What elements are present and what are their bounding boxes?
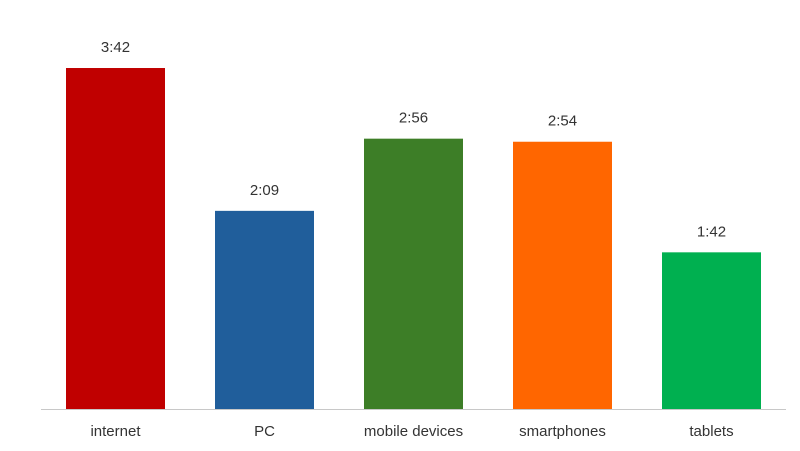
value-label: 3:42 [101, 39, 130, 56]
x-tick-label: PC [254, 423, 275, 440]
x-tick-label: smartphones [519, 423, 606, 440]
value-label: 2:56 [399, 110, 428, 127]
value-label: 2:09 [250, 182, 279, 199]
x-tick-label: tablets [689, 423, 733, 440]
bar [66, 68, 165, 410]
value-label: 2:54 [548, 113, 577, 130]
x-tick-label: mobile devices [364, 423, 463, 440]
x-tick-label: internet [90, 423, 141, 440]
bar [364, 138, 463, 409]
bar [215, 210, 314, 409]
bar [513, 141, 612, 409]
value-label: 1:42 [697, 223, 726, 240]
bar [662, 252, 761, 409]
